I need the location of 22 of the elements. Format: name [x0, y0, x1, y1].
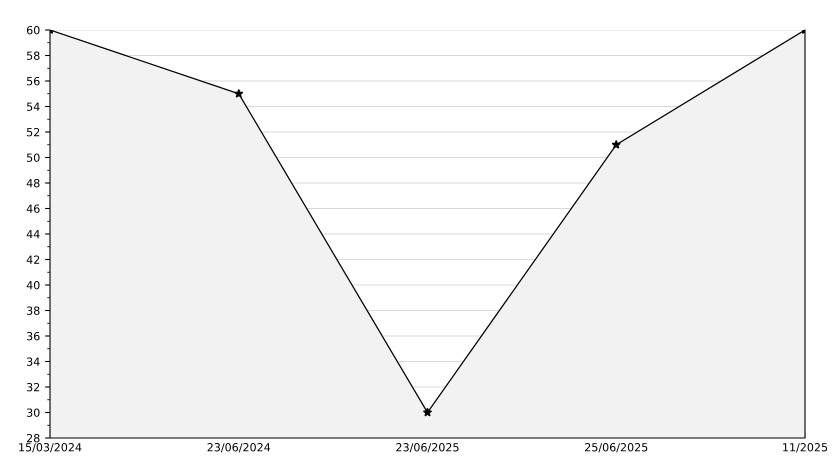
y-tick-label: 52	[26, 128, 40, 136]
y-tick-label: 46	[26, 204, 40, 213]
x-tick-label: 23/06/2024	[208, 443, 270, 452]
y-tick-label: 60	[26, 26, 40, 34]
y-tick-label: 28	[26, 434, 40, 442]
y-tick-label: 58	[26, 51, 40, 60]
y-tick-label: 30	[26, 408, 40, 417]
y-tick-label: 32	[26, 382, 40, 392]
y-tick-label: 50	[26, 153, 40, 162]
x-tick-label: 11/2025	[783, 443, 828, 452]
x-tick-label: 25/06/2025	[585, 443, 648, 452]
y-tick-label: 38	[26, 306, 40, 315]
y-tick-label: 42	[26, 255, 40, 264]
y-tick-label: 54	[26, 102, 40, 111]
x-tick-label: 15/03/2024	[19, 443, 82, 452]
y-tick-label: 36	[26, 332, 40, 340]
y-tick-label: 34	[26, 357, 40, 366]
y-tick-label: 40	[26, 280, 40, 290]
y-tick-label: 56	[26, 76, 40, 86]
y-tick-label: 44	[26, 230, 40, 238]
x-tick-label: 23/06/2025	[396, 443, 459, 452]
y-tick-label: 48	[26, 178, 40, 188]
